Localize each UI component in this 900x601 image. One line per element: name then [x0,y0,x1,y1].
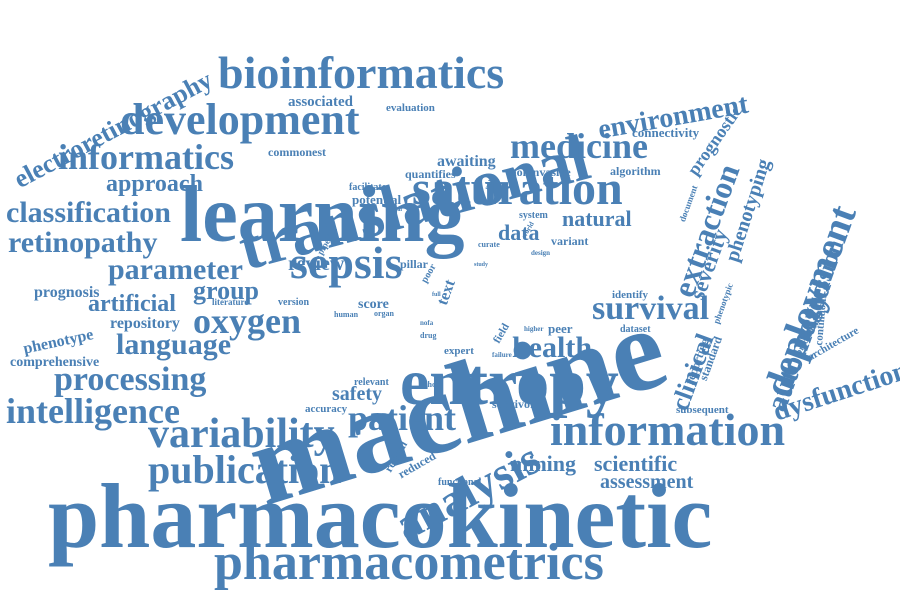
word-health: health [512,331,593,364]
word-information: information [550,404,786,455]
word-failure: failure [492,351,512,359]
word-mining: mining [510,451,577,476]
word-variability: variability [148,411,335,457]
word-design: design [531,249,551,257]
word-continuous: continuous [813,293,830,346]
word-curate: curate [478,240,500,249]
word-cohort: cohort [420,380,443,389]
word-saturation: saturation [412,162,623,215]
word-algorithm: algorithm [610,164,661,178]
word-retinopathy: retinopathy [8,226,158,259]
word-repository: repository [110,315,180,332]
word-medicine: medicine [510,126,648,166]
word-quantifies: quantifies [405,167,456,181]
word-survivor: survivor [492,397,536,411]
word-score: score [358,297,389,312]
word-drug: drug [420,331,437,340]
word-entropy: entropy [400,346,619,419]
word-group: group [193,276,259,305]
word-version: version [278,297,310,308]
word-potential: potential [352,192,402,207]
word-development: development [120,95,360,144]
word-intelligence: intelligence [6,391,180,431]
word-awaiting: awaiting [437,153,496,170]
word-artificial: artificial [88,291,176,317]
word-organ: organ [374,309,394,318]
word-system: system [519,210,548,221]
word-dataset: dataset [620,324,651,335]
word-prognosis: prognosis [34,284,100,301]
word-commonest: commonest [268,145,326,159]
word-pillar: pillar [400,257,429,271]
word-noninvasive: noninvasive [510,165,571,179]
word-variant: variant [551,234,589,248]
word-review: review [288,253,345,275]
word-phenotypic: phenotypic [711,281,735,326]
word-learning: learning [180,171,465,259]
word-classification: classification [6,196,171,229]
word-accuracy: accuracy [305,403,348,415]
word-language: language [116,328,232,361]
word-study: study [474,262,489,268]
word-identify: identify [612,289,649,301]
word-peer: peer [548,321,573,336]
word-oxygen: oxygen [193,301,301,341]
word-literature: literature [212,297,249,307]
word-safety: safety [332,383,382,405]
word-nofa: nofa [420,319,434,327]
word-phenotype: phenotype [21,326,95,358]
word-pharmacometrics: pharmacometrics [214,534,604,591]
word-informatics: informatics [58,137,234,177]
word-processing: processing [54,361,207,398]
word-approach: approach [106,171,203,197]
word-comprehensive: comprehensive [10,355,100,370]
word-signal: signal [387,207,403,213]
word-relevant: relevant [354,377,389,388]
word-data: data [498,220,540,245]
word-parameter: parameter [108,253,243,286]
word-natural: natural [562,206,632,231]
word-associated: associated [288,94,353,110]
word-sepsis: sepsis [290,237,403,288]
word-functional: functional [438,477,482,488]
word-human: human [334,310,359,319]
word-bioinformatics: bioinformatics [218,47,505,98]
word-patient: patient [348,398,456,438]
word-scientific: scientific [594,451,678,476]
word-connectivity: connectivity [632,125,700,140]
word-subsequent: subsequent [676,404,729,416]
word-expert: expert [444,345,474,357]
word-higher: higher [524,325,544,333]
word-facilitate: facilitate [349,182,387,193]
word-evaluation: evaluation [386,102,435,114]
word-assessment: assessment [600,471,694,493]
word-publication: publication [148,447,342,492]
word-full: full [432,292,441,298]
word-pharmacokinetic: pharmacokinetic [48,465,713,567]
word-survival: survival [592,290,710,327]
